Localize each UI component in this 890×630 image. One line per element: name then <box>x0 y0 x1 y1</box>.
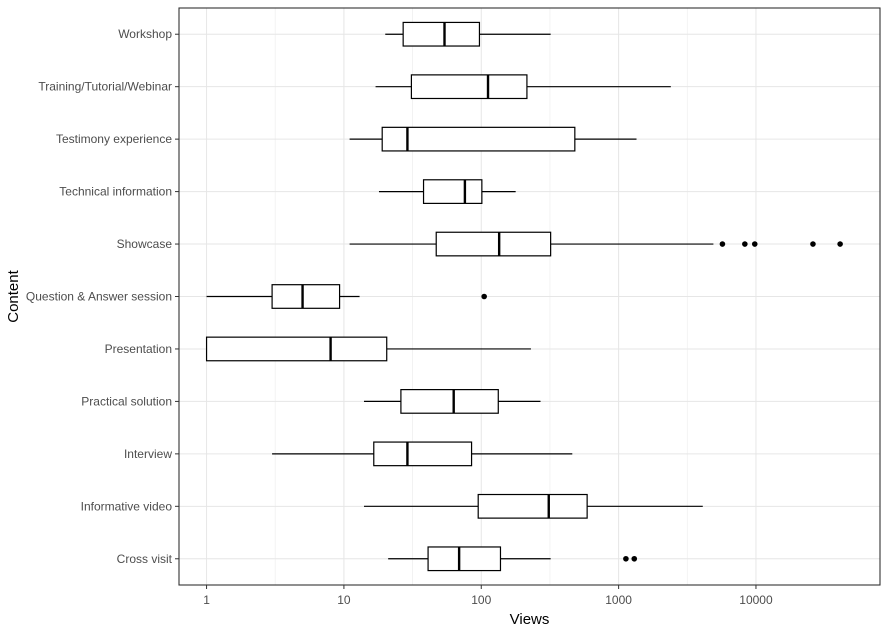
y-tick-label: Showcase <box>117 237 173 251</box>
box-group <box>388 546 638 572</box>
outlier-point <box>481 293 487 300</box>
box <box>477 493 588 519</box>
box <box>373 441 473 467</box>
x-tick-label: 100 <box>471 593 491 607</box>
x-tick-label: 1000 <box>605 593 632 607</box>
box-group <box>363 493 703 519</box>
box <box>402 21 481 47</box>
y-tick-label: Practical solution <box>81 394 172 408</box>
outlier-point <box>751 241 758 247</box>
box-group <box>205 336 531 362</box>
box <box>381 126 576 152</box>
y-axis: Cross visit Informative video Interview Pra… <box>26 27 179 566</box>
outlier-point <box>623 555 629 562</box>
box-group <box>385 21 551 47</box>
y-tick-label: Question & Answer session <box>26 290 172 304</box>
x-tick-label: 1 <box>203 593 210 607</box>
box-group <box>349 126 637 152</box>
outlier-point <box>742 241 748 247</box>
box <box>422 179 483 204</box>
y-tick-label: Testimony experience <box>56 132 172 146</box>
box-group <box>363 389 541 414</box>
box <box>271 284 341 309</box>
box-group <box>378 179 516 204</box>
box <box>427 546 502 572</box>
x-tick-label: 10000 <box>739 593 773 607</box>
x-axis: 1 10 100 1000 10000 <box>203 585 773 607</box>
box-group <box>206 284 487 309</box>
box-group <box>272 441 573 467</box>
y-tick-label: Informative video <box>81 499 173 513</box>
outlier-point <box>631 555 638 562</box>
outlier-point <box>837 241 843 247</box>
outlier-point <box>719 241 726 247</box>
box-group <box>349 231 843 257</box>
box <box>205 336 388 362</box>
y-tick-label: Interview <box>124 447 172 461</box>
box-group <box>375 74 671 100</box>
y-tick-label: Workshop <box>118 27 172 41</box>
box <box>400 389 499 414</box>
y-tick-label: Technical information <box>59 185 172 199</box>
y-axis-title: Content <box>5 269 22 322</box>
box <box>435 231 552 257</box>
x-axis-title: Views <box>510 611 550 628</box>
y-tick-label: Presentation <box>105 342 172 356</box>
x-tick-label: 10 <box>337 593 351 607</box>
y-tick-label: Training/Tutorial/Webinar <box>38 80 172 94</box>
y-tick-label: Cross visit <box>117 552 173 566</box>
box <box>410 74 528 100</box>
boxes-layer <box>205 21 843 572</box>
outlier-point <box>810 241 816 247</box>
